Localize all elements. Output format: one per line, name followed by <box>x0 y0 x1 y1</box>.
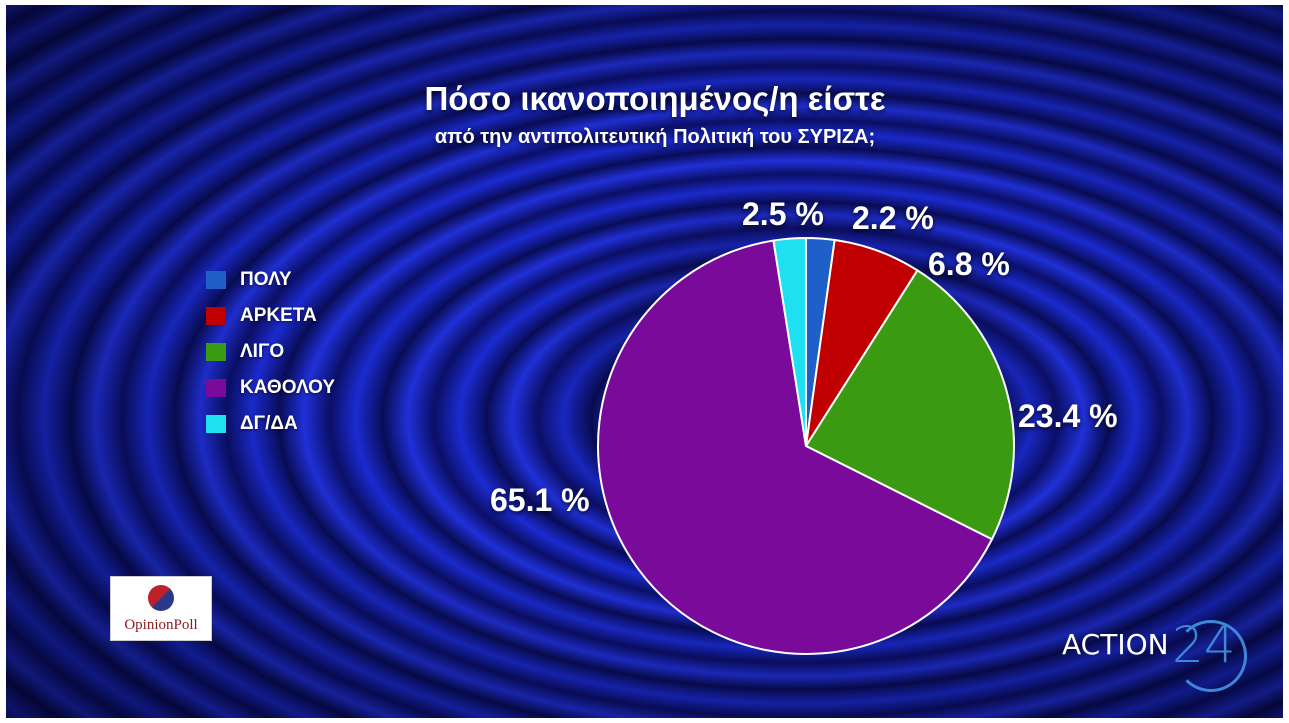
legend-swatch <box>206 271 226 289</box>
legend-label: ΚΑΘΟΛΟΥ <box>240 377 336 398</box>
pie-slice-katholou <box>597 239 994 655</box>
data-label-dgda: 2.5 % <box>742 196 824 232</box>
opinionpoll-logo: OpinionPoll <box>110 576 212 641</box>
data-label-katholou: 65.1 % <box>490 482 590 518</box>
legend-item-ligo: ΛΙΓΟ <box>206 334 335 370</box>
legend-item-katholou: ΚΑΘΟΛΟΥ <box>206 370 335 406</box>
legend-swatch <box>206 379 226 397</box>
data-label-poly: 2.2 % <box>852 200 934 236</box>
legend-label: ΠΟΛΥ <box>240 269 292 290</box>
data-label-arketa: 6.8 % <box>928 246 1010 282</box>
pie-slice-dgda <box>772 236 807 447</box>
legend-label: ΑΡΚΕΤΑ <box>240 305 317 326</box>
legend-label: ΔΓ/ΔΑ <box>240 413 298 434</box>
chart-title: Πόσο ικανοποιημένος/η είστε <box>424 80 886 117</box>
chart-subtitle: από την αντιπολιτευτική Πολιτική του ΣΥΡ… <box>434 126 876 148</box>
legend: ΠΟΛΥ ΑΡΚΕΤΑ ΛΙΓΟ ΚΑΘΟΛΟΥ ΔΓ/ΔΑ <box>206 262 335 442</box>
legend-item-poly: ΠΟΛΥ <box>206 262 335 298</box>
legend-swatch <box>206 343 226 361</box>
opinionpoll-logo-text: OpinionPoll <box>124 617 198 633</box>
legend-swatch <box>206 307 226 325</box>
legend-label: ΛΙΓΟ <box>240 341 285 362</box>
action24-logo-text: ACTION <box>1062 628 1169 661</box>
action24-logo-number: 24 <box>1172 616 1236 674</box>
data-label-ligo: 23.4 % <box>1018 398 1118 434</box>
opinionpoll-logo-mark <box>148 585 174 611</box>
action24-logo-ring <box>1175 620 1247 692</box>
legend-item-arketa: ΑΡΚΕΤΑ <box>206 298 335 334</box>
legend-swatch <box>206 415 226 433</box>
legend-item-dgda: ΔΓ/ΔΑ <box>206 406 335 442</box>
